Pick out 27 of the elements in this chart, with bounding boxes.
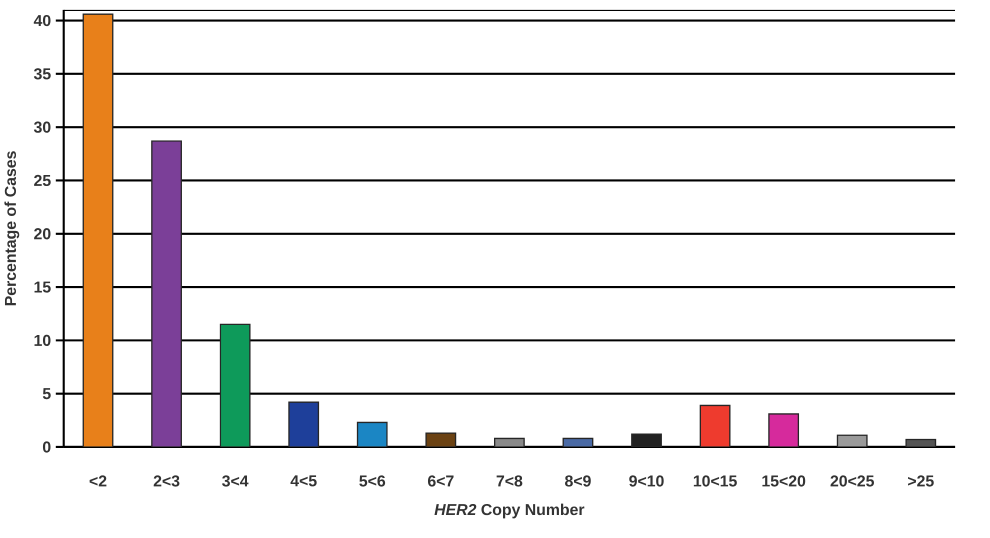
x-tick-label: 2<3 bbox=[154, 475, 180, 487]
x-tick-label: 5<6 bbox=[359, 475, 386, 487]
y-axis-title: Percentage of Cases bbox=[4, 151, 20, 306]
bar bbox=[82, 14, 114, 448]
x-tick-label: <2 bbox=[90, 475, 106, 486]
x-tick-label: 10<15 bbox=[694, 475, 737, 487]
x-tick-label: 8<9 bbox=[565, 475, 591, 487]
bar bbox=[836, 434, 868, 448]
x-tick-label: 4<5 bbox=[290, 475, 317, 486]
y-tick-label: 40 bbox=[34, 14, 50, 26]
x-tick-label: 7<8 bbox=[496, 475, 522, 487]
y-tick-label: 0 bbox=[42, 441, 50, 453]
x-tick-label: 3<4 bbox=[222, 475, 248, 487]
y-tick-label: 25 bbox=[34, 174, 51, 186]
y-tick-label: 15 bbox=[34, 282, 51, 293]
y-tick-label: 35 bbox=[34, 68, 51, 80]
x-axis-title: HER2 Copy Number bbox=[434, 504, 584, 518]
x-tick-label: 15<20 bbox=[762, 475, 806, 487]
x-tick-label: 6<7 bbox=[428, 475, 454, 487]
y-tick-label: 20 bbox=[34, 228, 50, 240]
y-tick-label: 10 bbox=[34, 334, 50, 346]
y-tick-label: 5 bbox=[42, 388, 51, 400]
x-tick-label: 20<25 bbox=[830, 475, 874, 487]
y-tick-label: 30 bbox=[34, 122, 50, 133]
x-tick-label: 9<10 bbox=[629, 475, 664, 487]
x-tick-label: >25 bbox=[908, 475, 934, 487]
bar bbox=[768, 413, 800, 448]
